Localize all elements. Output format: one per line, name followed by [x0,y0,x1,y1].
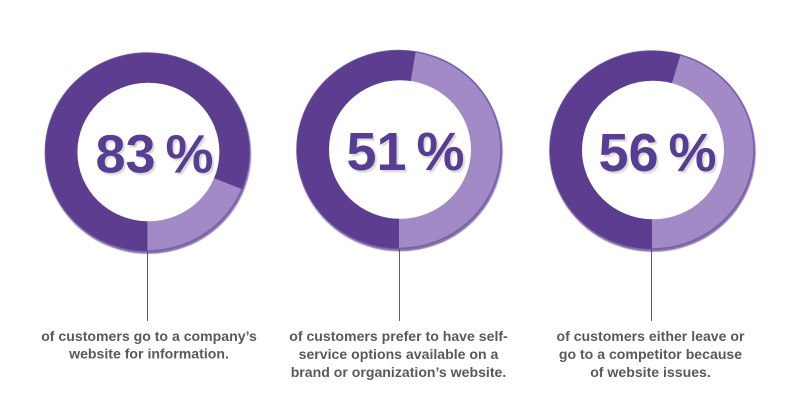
svg-text:go to a competitor because: go to a competitor because [559,346,742,362]
svg-text:83%: 83% [95,125,213,185]
svg-text:of customers either leave or: of customers either leave or [557,328,746,344]
svg-text:51%: 51% [346,122,464,182]
svg-text:56%: 56% [598,123,716,183]
svg-text:of customers prefer to have se: of customers prefer to have self- [289,328,508,344]
svg-text:brand or organization’s websit: brand or organization’s website. [291,364,507,380]
svg-text:of website issues.: of website issues. [590,364,711,380]
svg-text:of customers go to a company’s: of customers go to a company’s [41,328,257,344]
svg-text:service options available on a: service options available on a [299,346,499,362]
svg-text:website for information.: website for information. [68,346,229,362]
